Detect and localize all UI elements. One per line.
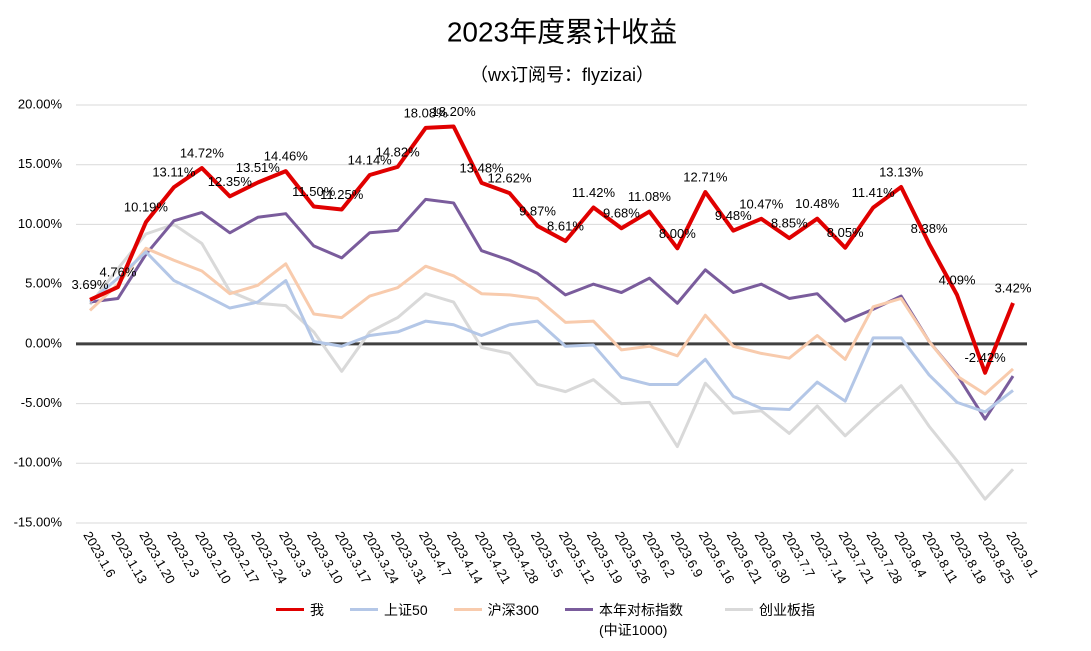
data-label: 14.14% [348,152,393,167]
data-label: 18.08% [404,105,449,120]
data-label: 3.42% [995,280,1032,295]
series-line [88,222,1015,501]
data-label: 10.19% [124,200,169,215]
data-label: 14.72% [180,145,225,160]
data-label: 18.20% [432,104,477,119]
data-label: 9.68% [603,206,640,221]
legend-label: 我 [310,602,325,618]
y-tick-label: -5.00% [21,395,63,410]
data-label: 12.35% [208,174,253,189]
data-label: 14.82% [376,144,421,159]
legend-item: 我 [276,600,324,640]
data-label: 13.11% [152,165,196,180]
legend-item: 上证50 [350,600,428,640]
data-label: 8.00% [659,226,696,241]
chart-title: 2023年度累计收益 [447,16,677,47]
data-label: 4.09% [939,272,976,287]
legend-swatch [564,608,593,611]
legend-label: 上证50 [384,602,428,618]
data-label: 11.08% [628,189,672,204]
data-label: 12.71% [683,170,728,185]
legend-item: 沪深300 [453,600,539,640]
y-tick-label: -15.00% [14,514,63,529]
data-label: 10.48% [795,196,840,211]
data-label: 8.05% [827,225,864,240]
data-label: 11.41% [852,185,896,200]
data-label: 12.62% [487,171,532,186]
legend-item: 本年对标指数(中证1000) [564,600,699,640]
data-label: 13.13% [879,164,924,179]
legend-swatch [453,608,482,611]
data-label: 11.25% [320,187,364,202]
data-label: 8.38% [911,221,948,236]
data-label: 8.85% [771,216,808,231]
y-tick-label: 10.00% [18,216,63,231]
data-label: 9.48% [715,208,752,223]
data-label: 13.48% [460,160,505,175]
legend-swatch [350,608,379,611]
data-label: 11.50% [292,184,336,199]
data-label: 13.51% [236,160,281,175]
data-label: 14.46% [264,149,309,164]
data-label: 4.76% [100,264,137,279]
chart: 2023年度累计收益 （wx订阅号：flyzizai） -15.00% -10.0… [14,16,1042,586]
legend-label: 本年对标指数(中证1000) [598,602,683,638]
data-label: 8.61% [547,218,584,233]
series-line [89,124,1015,375]
y-tick-label: 0.00% [25,335,62,350]
legend-label: 沪深300 [487,602,539,618]
y-tick-label: 15.00% [18,156,63,171]
legend-label: 创业板指 [758,602,815,618]
series-line [88,246,1015,396]
legend-swatch [276,608,305,611]
series-line [89,250,1014,414]
data-label: 10.47% [739,196,784,211]
y-tick-label: -10.00% [14,455,63,470]
series-line [89,197,1015,421]
data-label: -2.42% [964,350,1006,365]
legend-item: 创业板指 [724,600,815,640]
chart-subtitle: （wx订阅号：flyzizai） [470,65,654,85]
data-label: 9.87% [519,203,556,218]
data-label: 11.42% [572,185,616,200]
legend: 我 上证50 沪深300 本年对标指数(中证1000) 创业板指 [0,600,1091,640]
legend-swatch [724,608,753,611]
y-tick-label: 20.00% [18,96,63,111]
y-tick-label: 5.00% [25,276,62,291]
data-label: 3.69% [72,277,109,292]
